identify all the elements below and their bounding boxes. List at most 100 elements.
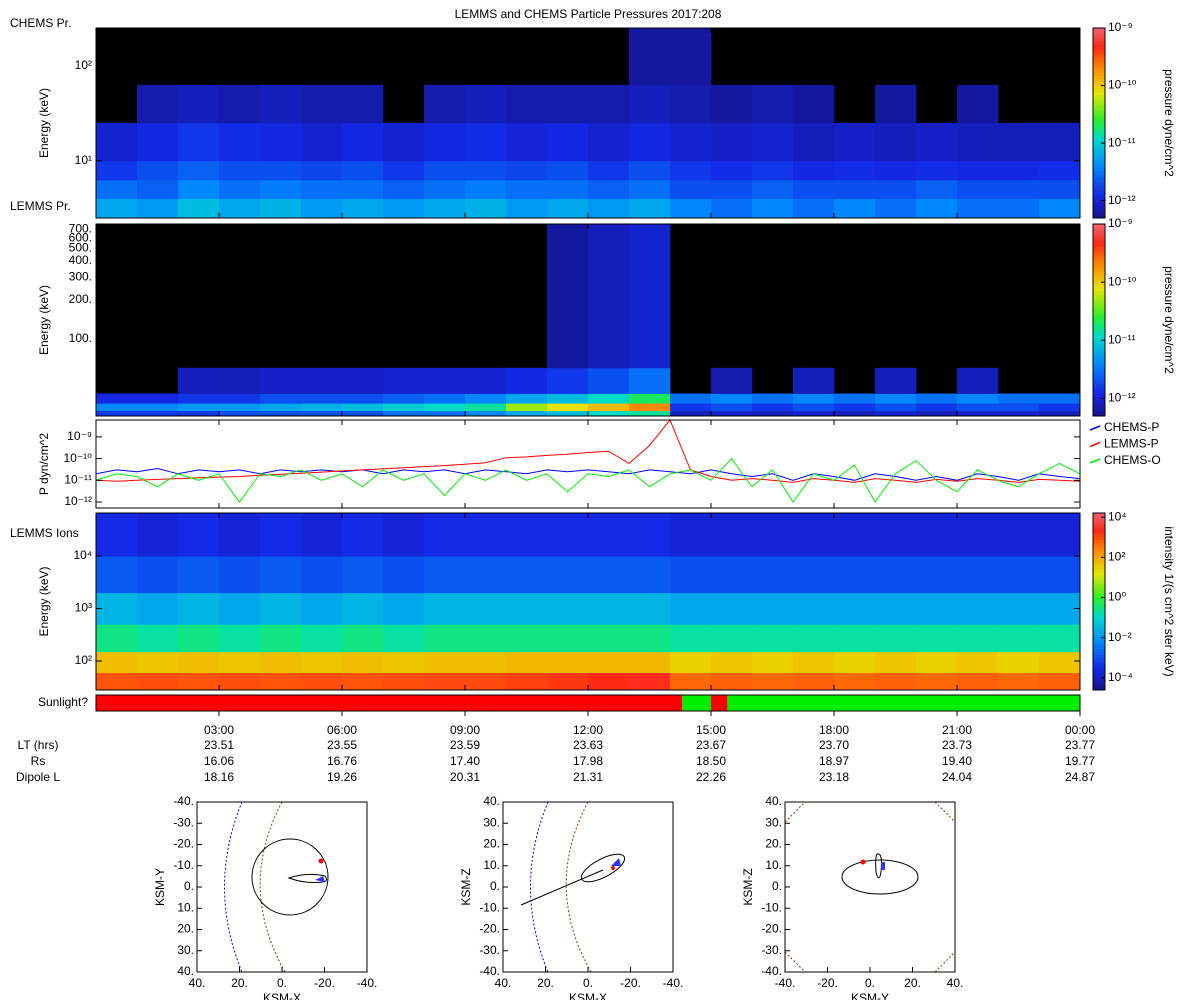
heatmap-cell [752,179,794,200]
colorbar-cell [1093,610,1105,614]
colorbar-cell [1093,622,1105,626]
heatmap-cell [670,403,712,412]
colorbar-cell [1093,310,1105,315]
heatmap-cell [383,367,425,394]
colorbar-cell [1093,513,1105,517]
heatmap-cell [260,556,302,594]
heatmap-cell [998,160,1040,181]
colorbar-cell [1093,409,1105,414]
heatmap-cell [711,179,753,200]
x-tick-label: 40. [947,976,964,990]
heatmap-cell [137,556,179,594]
heatmap-cell [137,123,179,162]
heatmap-cell [301,393,343,404]
colorbar-cell [1093,400,1105,404]
heatmap-cell [424,592,466,625]
heatmap-cell [137,672,179,691]
colorbar-cell [1093,189,1105,194]
orbit-sketch [224,801,329,973]
colorbar-cell [1093,43,1105,48]
colorbar-cell [1093,380,1105,385]
colorbar-cell [1093,161,1105,165]
orbit-sketch [784,801,956,973]
colorbar-cell [1093,205,1105,209]
heatmap-cell [96,393,138,404]
colorbar-tick-label: 10⁻² [1108,630,1132,644]
colorbar-cell [1093,123,1105,127]
ephemeris-value: 23.77 [1065,738,1095,752]
colorbar-cell [1093,31,1105,35]
heatmap-cell [916,513,958,557]
heatmap-cell [998,513,1040,557]
y-tick-label: 30. [765,815,782,829]
heatmap-cell [383,403,425,412]
heatmap-cell [342,403,384,412]
colorbar-cell [1093,642,1105,647]
colorbar-cell [1093,336,1105,340]
heatmap-cell [957,393,999,404]
y-tick-label: 10⁻¹¹ [64,472,92,486]
heatmap-cell [506,672,548,691]
heatmap-cell [465,672,507,691]
y-tick-label: 100. [69,331,92,345]
colorbar-cell [1093,539,1105,543]
colorbar-cell [1093,566,1105,570]
colorbar-cell [1093,249,1105,254]
heatmap-cell [178,556,220,594]
heatmap-cell [506,651,548,674]
heatmap-cell [383,123,425,162]
heatmap-cell [301,403,343,412]
heatmap-cell [547,393,589,404]
sunlight-segment [682,695,711,711]
heatmap-cell [752,84,794,124]
colorbar-cell [1093,126,1105,130]
colorbar-frame [1092,223,1106,417]
heatmap-cell [301,410,343,417]
heatmap-cell [1039,556,1081,594]
heatmap-cell [178,513,220,557]
heatmap-cell [342,624,384,653]
y-tick-label: 20. [765,837,782,851]
colorbar-cell [1093,176,1105,181]
heatmap-cell [506,198,548,219]
heatmap-cell [342,123,384,162]
colorbar-cell [1093,323,1105,327]
heatmap-cell [96,651,138,674]
heatmap-cell [998,393,1040,404]
heatmap-cell [465,393,507,404]
heatmap-cell [916,410,958,417]
heatmap-cell [506,513,548,557]
x-tick-label: -40. [663,976,684,990]
heatmap-cell [834,410,876,417]
heatmap-cell [711,198,753,219]
colorbar-cell [1093,53,1105,57]
heatmap-cell [96,556,138,594]
x-tick-label: 03:00 [204,723,234,737]
x-tick-label: 06:00 [327,723,357,737]
x-axis-label: KSM-X [263,991,301,1000]
ephemeris-row-label: Rs [31,754,46,768]
heatmap-cell [793,179,835,200]
colorbar-cell [1093,195,1105,200]
heatmap-cell [465,179,507,200]
colorbar-cell [1093,94,1105,99]
heatmap-cell [957,123,999,162]
heatmap-cell [711,556,753,594]
heatmap-cell [465,198,507,219]
colorbar-cell [1093,406,1105,411]
x-tick-label: 40. [495,976,512,990]
heatmap-cell [424,160,466,181]
x-tick-label: 20. [231,976,248,990]
heatmap-cell [137,651,179,674]
colorbar-cell [1093,272,1105,276]
heatmap-cell [916,198,958,219]
colorbar-cell [1093,352,1105,356]
heatmap-cell [178,179,220,200]
heatmap-cell [793,367,835,394]
heatmap-cell [629,393,671,404]
heatmap-cell [834,672,876,691]
colorbar-cell [1093,262,1105,267]
ephemeris-value: 24.87 [1065,770,1095,784]
ephemeris-row-label: Dipole L [16,770,60,784]
x-tick-label: -20. [314,976,335,990]
